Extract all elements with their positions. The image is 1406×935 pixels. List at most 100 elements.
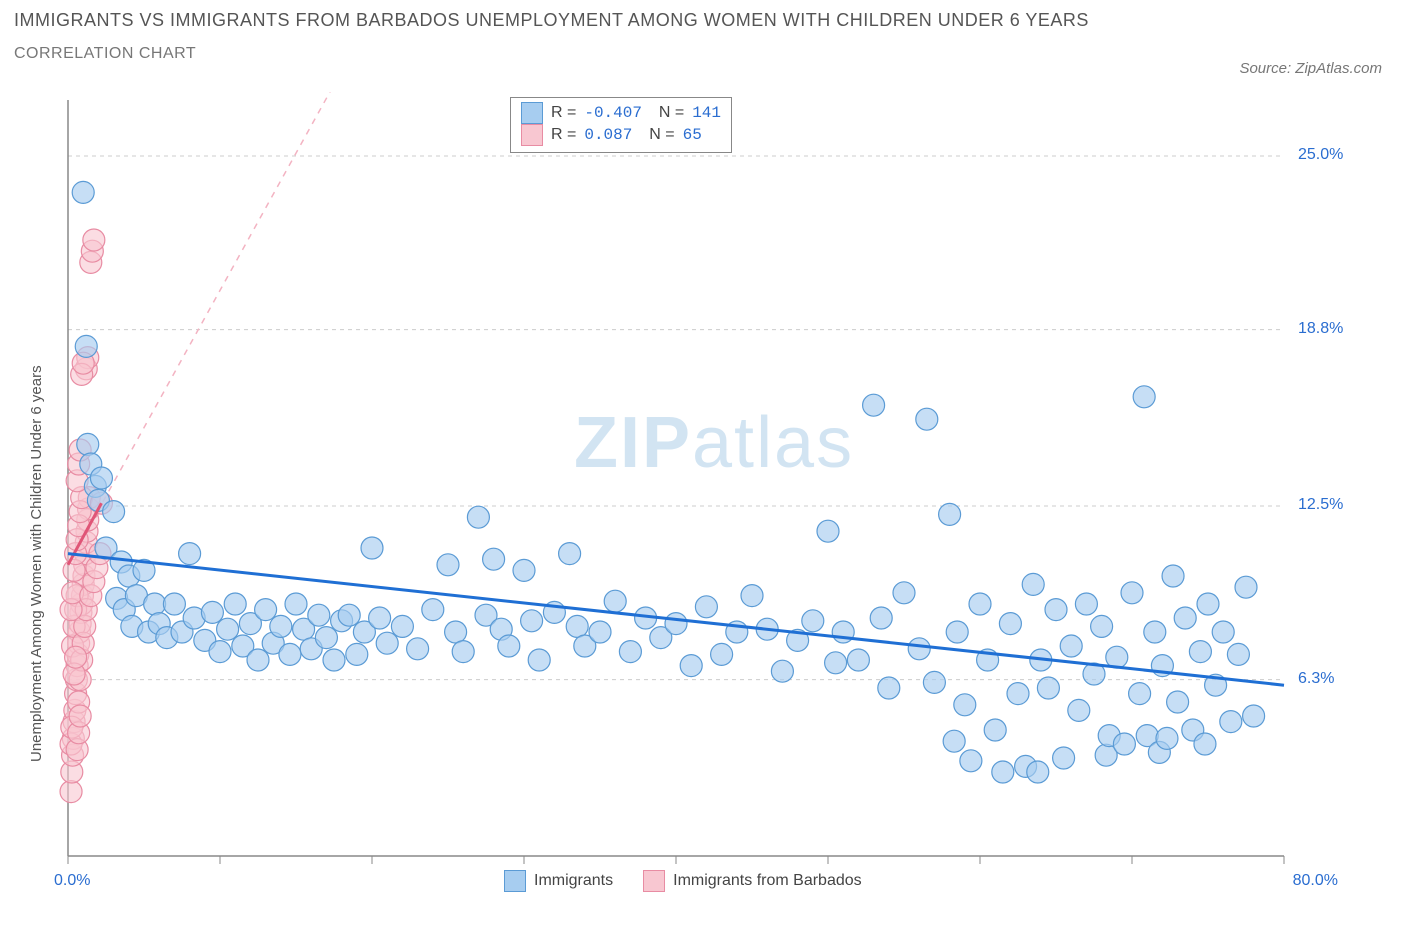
immigrants-point <box>680 655 702 677</box>
correlation-chart: ZIPatlas R = -0.407 N = 141R = 0.087 N =… <box>14 92 1392 930</box>
immigrants-point <box>916 408 938 430</box>
immigrants-point <box>72 181 94 203</box>
immigrants-point <box>817 520 839 542</box>
legend-item-barbados: Immigrants from Barbados <box>643 870 862 892</box>
immigrants-point <box>923 671 945 693</box>
immigrants-point <box>338 604 360 626</box>
immigrants-point <box>1162 565 1184 587</box>
x-axis-min-label: 0.0% <box>54 872 90 890</box>
immigrants-point <box>1113 733 1135 755</box>
immigrants-point <box>802 610 824 632</box>
immigrants-point <box>893 582 915 604</box>
legend-stats-row: R = -0.407 N = 141 <box>521 102 721 124</box>
immigrants-point <box>407 638 429 660</box>
x-axis-max-label: 80.0% <box>1293 872 1338 890</box>
immigrants-point <box>771 660 793 682</box>
immigrants-point <box>521 610 543 632</box>
immigrants-point <box>308 604 330 626</box>
immigrants-point <box>90 467 112 489</box>
y-tick-label: 25.0% <box>1298 146 1343 164</box>
immigrants-point <box>1235 576 1257 598</box>
immigrants-point <box>1007 683 1029 705</box>
immigrants-point <box>566 615 588 637</box>
immigrants-point <box>163 593 185 615</box>
immigrants-point <box>619 641 641 663</box>
immigrants-point <box>279 643 301 665</box>
immigrants-point <box>711 643 733 665</box>
immigrants-point <box>589 621 611 643</box>
immigrants-point <box>604 590 626 612</box>
immigrants-point <box>77 433 99 455</box>
immigrants-point <box>1075 593 1097 615</box>
immigrants-point <box>201 601 223 623</box>
immigrants-point <box>960 750 982 772</box>
immigrants-point <box>1121 582 1143 604</box>
immigrants-point <box>285 593 307 615</box>
immigrants-point <box>1212 621 1234 643</box>
immigrants-point <box>1156 727 1178 749</box>
immigrants-point <box>1167 691 1189 713</box>
immigrants-point <box>179 543 201 565</box>
immigrants-point <box>1174 607 1196 629</box>
immigrants-point <box>969 593 991 615</box>
immigrants-point <box>217 618 239 640</box>
immigrants-point <box>870 607 892 629</box>
immigrants-point <box>1189 641 1211 663</box>
immigrants-point <box>908 638 930 660</box>
immigrants-point <box>103 501 125 523</box>
immigrants-point <box>209 641 231 663</box>
immigrants-point <box>498 635 520 657</box>
immigrants-point <box>1129 683 1151 705</box>
immigrants-point <box>346 643 368 665</box>
immigrants-point <box>1220 711 1242 733</box>
legend-stats: R = -0.407 N = 141R = 0.087 N = 65 <box>510 97 732 153</box>
immigrants-point <box>376 632 398 654</box>
immigrants-point <box>255 599 277 621</box>
immigrants-point <box>1022 573 1044 595</box>
immigrants-point <box>513 559 535 581</box>
immigrants-point <box>1227 643 1249 665</box>
immigrants-point <box>247 649 269 671</box>
immigrants-point <box>1068 699 1090 721</box>
y-axis-label: Unemployment Among Women with Children U… <box>28 365 45 762</box>
immigrants-point <box>437 554 459 576</box>
immigrants-point <box>422 599 444 621</box>
y-tick-label: 12.5% <box>1298 496 1343 514</box>
barbados-point <box>60 781 82 803</box>
immigrants-point <box>992 761 1014 783</box>
barbados-point <box>83 229 105 251</box>
legend-item-immigrants: Immigrants <box>504 870 613 892</box>
immigrants-point <box>863 394 885 416</box>
immigrants-point <box>224 593 246 615</box>
immigrants-point <box>1053 747 1075 769</box>
chart-title: IMMIGRANTS VS IMMIGRANTS FROM BARBADOS U… <box>14 10 1089 31</box>
immigrants-point <box>984 719 1006 741</box>
immigrants-point <box>1144 621 1166 643</box>
source-attribution: Source: ZipAtlas.com <box>1239 60 1382 77</box>
immigrants-point <box>452 641 474 663</box>
immigrants-point <box>847 649 869 671</box>
immigrants-point <box>467 506 489 528</box>
chart-svg <box>14 92 1392 930</box>
immigrants-point <box>825 652 847 674</box>
immigrants-point <box>559 543 581 565</box>
immigrants-point <box>323 649 345 671</box>
immigrants-point <box>1037 677 1059 699</box>
immigrants-point <box>1243 705 1265 727</box>
immigrants-point <box>483 548 505 570</box>
immigrants-point <box>1197 593 1219 615</box>
y-tick-label: 18.8% <box>1298 320 1343 338</box>
barbados-point <box>65 646 87 668</box>
immigrants-point <box>946 621 968 643</box>
immigrants-point <box>1194 733 1216 755</box>
barbados-point <box>69 705 91 727</box>
immigrants-point <box>695 596 717 618</box>
immigrants-point <box>665 613 687 635</box>
immigrants-point <box>361 537 383 559</box>
immigrants-point <box>144 593 166 615</box>
immigrants-point <box>939 503 961 525</box>
immigrants-point <box>741 585 763 607</box>
immigrants-point <box>954 694 976 716</box>
immigrants-point <box>528 649 550 671</box>
immigrants-point <box>878 677 900 699</box>
